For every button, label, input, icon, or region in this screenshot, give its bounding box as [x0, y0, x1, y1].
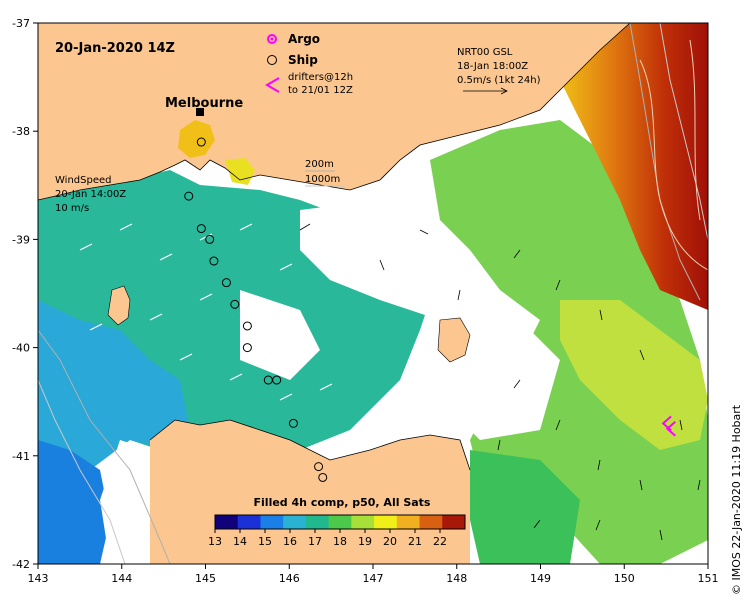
colorbar-tick-label: 18: [333, 535, 347, 548]
ship-legend-icon: [267, 55, 277, 65]
ship-position: [209, 256, 219, 266]
x-tick-label: 146: [279, 572, 300, 585]
velocity-arrows: [299, 223, 701, 541]
y-tick-label: -38: [12, 125, 30, 138]
king-island: [107, 285, 131, 326]
port-phillip-bay: [178, 120, 215, 158]
colorbar-tick-label: 20: [383, 535, 397, 548]
land-victoria: [38, 23, 708, 200]
coastline-tasmania: [149, 419, 471, 471]
flinders-island: [437, 317, 471, 363]
current-key-line1: NRT00 GSL: [457, 47, 513, 58]
ship-position: [288, 418, 298, 428]
colorbar-tick-label: 21: [408, 535, 422, 548]
y-tick-label: -37: [12, 17, 30, 30]
x-tick-label: 148: [446, 572, 467, 585]
x-tick-label: 143: [28, 572, 49, 585]
ship-position: [272, 375, 282, 385]
coastline-victoria: [38, 23, 631, 201]
ship-position: [196, 224, 206, 234]
x-tick-label: 149: [530, 572, 551, 585]
melbourne-marker: [196, 108, 204, 116]
ship-position: [221, 278, 231, 288]
colorbar-tick-label: 22: [433, 535, 447, 548]
colorbar-cell: [396, 515, 421, 529]
colorbar-cell: [419, 515, 443, 529]
colorbar-tick-label: 14: [233, 535, 247, 548]
colorbar-cell: [283, 515, 307, 529]
sst-field-eac-warm: [560, 23, 708, 310]
depth-key: 200m 1000m: [305, 159, 345, 187]
colorbar-cell: [237, 515, 261, 529]
y-tick-label: -41: [12, 450, 30, 463]
colorbar-cell: [328, 515, 352, 529]
isobath-1000m: [38, 23, 708, 564]
drifters-legend-label-2: to 21/01 12Z: [288, 85, 353, 96]
melbourne-label: Melbourne: [165, 96, 243, 111]
no-data-patch-mid: [240, 290, 320, 380]
colorbar-cell: [442, 515, 466, 529]
wind-key-line2: 20-Jan 14:00Z: [55, 189, 126, 200]
ship-position: [230, 299, 240, 309]
x-tick-label: 147: [363, 572, 384, 585]
colorbar-tick-label: 16: [283, 535, 297, 548]
y-tick-label: -39: [12, 233, 30, 246]
argo-legend-label: Argo: [288, 32, 320, 46]
wind-key-line1: WindSpeed: [55, 175, 111, 186]
argo-legend-icon: [267, 34, 277, 44]
credit-label: © IMOS 22-Jan-2020 11:19 Hobart: [730, 404, 743, 595]
sst-field-tasman-yellow: [560, 300, 708, 450]
y-tick-label: -42: [12, 558, 30, 571]
ship-position: [184, 191, 194, 201]
colorbar-cell: [215, 515, 239, 529]
drifter-legend-icon: [265, 77, 280, 93]
x-tick-label: 150: [614, 572, 635, 585]
x-tick-label: 151: [698, 572, 719, 585]
drifters-legend-label-1: drifters@12h: [288, 72, 353, 83]
colorbar-cell: [260, 515, 284, 529]
current-key: NRT00 GSL 18-Jan 18:00Z 0.5m/s (1kt 24h): [457, 47, 541, 95]
x-tick-label: 144: [111, 572, 132, 585]
ship-positions: [184, 137, 328, 482]
current-key-arrow: [463, 87, 508, 95]
wind-key: WindSpeed 20-Jan 14:00Z 10 m/s: [55, 175, 126, 214]
wind-key-line3: 10 m/s: [55, 203, 89, 214]
drifter-marker: [665, 420, 676, 437]
eac-streamline-2: [689, 39, 701, 221]
symbol-legend: Argo Ship drifters@12h to 21/01 12Z: [265, 32, 353, 96]
map-title: 20-Jan-2020 14Z: [55, 41, 175, 56]
colorbar-tick-label: 13: [208, 535, 222, 548]
ship-position: [318, 472, 328, 482]
depth-key-1000m: 1000m: [305, 174, 340, 185]
depth-key-200m: 200m: [305, 159, 334, 170]
x-tick-label: 145: [195, 572, 216, 585]
ship-position: [242, 321, 252, 331]
ship-position: [242, 343, 252, 353]
colorbar-tick-label: 19: [358, 535, 372, 548]
ship-position: [314, 462, 324, 472]
drifter-positions: [661, 415, 676, 437]
isobath-200m: [38, 23, 701, 564]
colorbar: Filled 4h comp, p50, All Sats 13 14 15 16 17…: [208, 496, 466, 548]
sst-field-south-green: [470, 450, 580, 564]
y-tick-label: -40: [12, 342, 30, 355]
colorbar-cell: [351, 515, 375, 529]
colorbar-title: Filled 4h comp, p50, All Sats: [254, 496, 431, 509]
eac-streamline-1: [639, 59, 708, 271]
no-data-patch-east: [440, 320, 560, 440]
colorbar-cell: [374, 515, 398, 529]
ship-position: [196, 137, 206, 147]
colorbar-tick-label: 17: [308, 535, 322, 548]
current-key-line3: 0.5m/s (1kt 24h): [457, 75, 541, 86]
colorbar-cell: [305, 515, 330, 529]
ship-position: [205, 234, 215, 244]
axes: 143 144 145 146 147 148 149 150 151 -37 -38 -39 -40 -…: [12, 17, 718, 585]
colorbar-tick-label: 15: [258, 535, 272, 548]
sst-field-southwest-deep: [38, 440, 110, 564]
current-key-line2: 18-Jan 18:00Z: [457, 61, 528, 72]
ship-legend-label: Ship: [288, 53, 318, 67]
no-data-patch-central: [300, 200, 470, 320]
